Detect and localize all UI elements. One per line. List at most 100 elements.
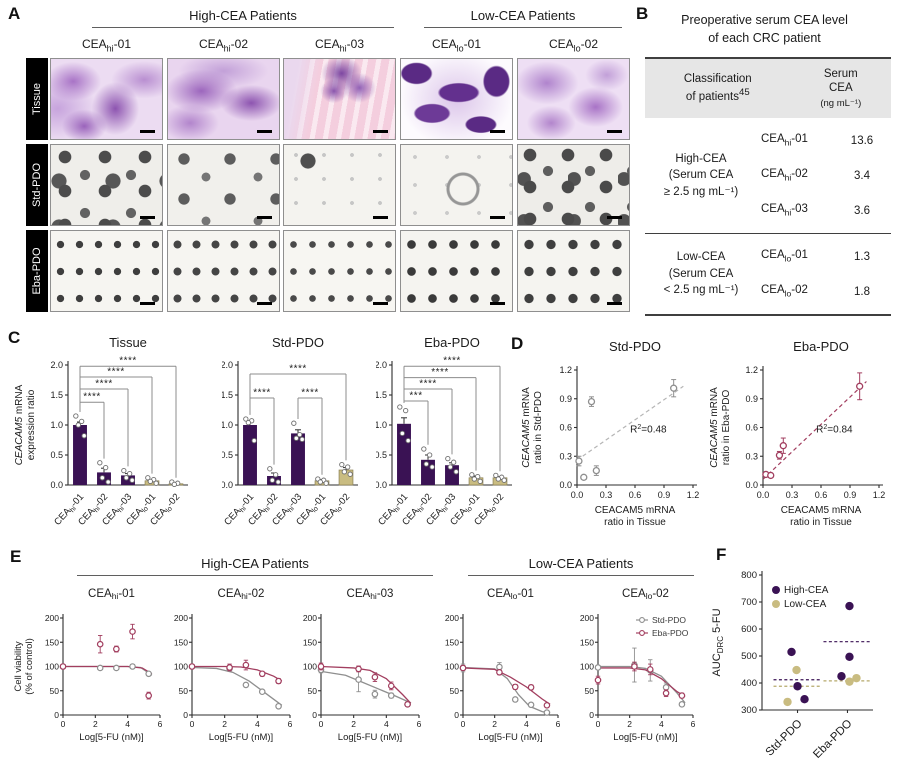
scatter-chart-eba-pdo: 0.0 0.3 0.6 0.9 1.2 0.0 0.3 0.6 0.9 1.2 R2=0.84 Eba… [705, 333, 895, 545]
panel-label-d: D [511, 334, 524, 353]
column-label-cea-hi-01: CEAhi-01 [81, 37, 132, 54]
svg-text:0.5: 0.5 [222, 450, 233, 460]
svg-text:0: 0 [61, 719, 66, 729]
tissue-micrograph-cea-hi-01 [50, 58, 163, 140]
svg-text:1.2: 1.2 [559, 365, 572, 375]
scatter-chart-std-pdo: 0.0 0.3 0.6 0.9 1.2 0.0 0.3 0.6 0.9 1.2 R2=0.48 Std… [517, 333, 705, 545]
svg-text:100: 100 [174, 662, 188, 672]
svg-text:R2=0.84: R2=0.84 [816, 424, 853, 436]
serum-cea-value: 13.6 [850, 134, 874, 147]
table-group-high-cea: High-CEA (Serum CEA ≥ 2.5 ng mL⁻¹) CEAhi… [645, 118, 891, 233]
svg-text:CEAlo-02: CEAlo-02 [622, 588, 669, 601]
table-header-row: Classification of patients45 Serum CEA (… [645, 57, 891, 119]
svg-text:6: 6 [417, 719, 422, 729]
svg-text:200: 200 [174, 613, 188, 623]
eba-pdo-micrograph-cea-hi-02 [167, 230, 280, 312]
svg-text:2: 2 [93, 719, 98, 729]
svg-text:****: **** [107, 367, 125, 378]
svg-text:0: 0 [461, 719, 466, 729]
svg-text:0.3: 0.3 [786, 490, 799, 500]
svg-text:4: 4 [384, 719, 389, 729]
svg-text:150: 150 [303, 637, 317, 647]
svg-text:0: 0 [454, 710, 459, 720]
svg-text:2.0: 2.0 [50, 360, 63, 370]
serum-cea-table-panel: Preoperative serum CEA level of each CRC … [633, 0, 896, 317]
svg-text:2: 2 [492, 719, 497, 729]
bar-chart-std-pdo: 0.0 0.5 1.0 1.5 2.0 **** **** **** Std-PDO CEAhi-… [220, 333, 374, 547]
svg-text:****: **** [83, 392, 101, 403]
dose-response-cea-hi-02: 0 2 4 6 0 50 100 150 200 CEAhi-02 Log[5-FU (nM)] [172, 583, 300, 758]
dose-response-cea-hi-03: 0 2 4 6 0 50 100 150 200 CEAhi-03 Log[5-FU (nM)] [300, 583, 428, 758]
svg-text:Log[5-FU (nM)]: Log[5-FU (nM)] [209, 732, 273, 743]
svg-text:Tissue: Tissue [109, 335, 147, 350]
serum-cea-value: 3.4 [854, 169, 870, 182]
svg-text:700: 700 [741, 597, 757, 608]
svg-text:0: 0 [190, 719, 195, 729]
tissue-micrograph-cea-lo-02 [517, 58, 630, 140]
row-label-tissue: Tissue [26, 58, 48, 140]
dose-response-cea-lo-02: 0 2 4 6 0 50 100 150 200 CEAlo-02 Log[5-FU (nM)] St… [575, 583, 710, 758]
svg-text:2: 2 [222, 719, 227, 729]
svg-text:High-CEA: High-CEA [784, 585, 829, 596]
svg-text:****: **** [443, 356, 461, 367]
svg-text:Log[5-FU (nM)]: Log[5-FU (nM)] [79, 732, 143, 743]
svg-text:100: 100 [45, 662, 59, 672]
svg-text:2: 2 [351, 719, 356, 729]
svg-text:Eba-PDO: Eba-PDO [811, 718, 854, 761]
svg-text:4: 4 [125, 719, 130, 729]
column-label-cea-hi-02: CEAhi-02 [198, 37, 249, 54]
column-label-cea-hi-03: CEAhi-03 [314, 37, 365, 54]
svg-text:Log[5-FU (nM)]: Log[5-FU (nM)] [478, 732, 542, 743]
serum-cea-value: 3.6 [854, 204, 870, 217]
svg-text:0.5: 0.5 [376, 450, 387, 460]
svg-text:0.0: 0.0 [559, 480, 572, 490]
patient-id: CEAhi-02 [761, 168, 808, 183]
patient-id: CEAlo-01 [761, 249, 808, 264]
svg-text:500: 500 [741, 651, 757, 662]
svg-text:0: 0 [54, 710, 59, 720]
std-pdo-micrograph-cea-hi-02 [167, 144, 280, 226]
bar-chart-tissue: 0.0 0.5 1.0 1.5 2.0 **** **** **** **** Tissue CEA… [8, 333, 220, 547]
svg-text:****: **** [119, 356, 137, 367]
svg-text:150: 150 [580, 637, 594, 647]
auc-dot-plot: 300 400 500 600 700 800 Std-PDO Eba-PDO High-CEA… [706, 556, 898, 768]
tissue-micrograph-cea-hi-03 [283, 58, 396, 140]
std-pdo-micrograph-cea-hi-01 [50, 144, 163, 226]
group-label-low-cea: Low-CEA (Serum CEA < 2.5 ng mL⁻¹) [663, 251, 739, 297]
svg-text:1.0: 1.0 [222, 420, 233, 430]
serum-cea-table: Classification of patients45 Serum CEA (… [645, 57, 891, 317]
svg-text:Cell viability: Cell viability [13, 641, 24, 691]
svg-text:0.3: 0.3 [559, 451, 572, 461]
svg-text:ratio in Eba-PDO: ratio in Eba-PDO [721, 389, 732, 465]
dose-response-cea-hi-01: 0 2 4 6 0 50 100 150 200 CEAhi-01 Log[5-FU (nM)] Ce… [10, 583, 170, 758]
svg-text:0: 0 [319, 719, 324, 729]
tissue-micrograph-cea-hi-02 [167, 58, 280, 140]
eba-pdo-micrograph-cea-lo-01 [400, 230, 513, 312]
svg-text:100: 100 [303, 662, 317, 672]
svg-text:600: 600 [741, 624, 757, 635]
svg-text:0.6: 0.6 [559, 423, 572, 433]
svg-text:0.9: 0.9 [559, 394, 572, 404]
svg-text:0.3: 0.3 [600, 490, 613, 500]
patient-id: CEAhi-03 [761, 203, 808, 218]
table-header-serum-cea: Serum CEA (ng mL⁻¹) [820, 68, 862, 109]
svg-text:300: 300 [741, 705, 757, 716]
row-label-std-pdo: Std-PDO [26, 144, 48, 226]
serum-cea-value: 1.8 [854, 285, 870, 298]
group-header-low-cea: Low-CEA Patients [424, 8, 622, 28]
patient-id: CEAlo-02 [761, 284, 808, 299]
svg-text:ratio in Std-PDO: ratio in Std-PDO [533, 391, 544, 464]
eba-pdo-micrograph-cea-lo-02 [517, 230, 630, 312]
svg-text:0.9: 0.9 [844, 490, 857, 500]
svg-text:4: 4 [659, 719, 664, 729]
svg-text:50: 50 [50, 686, 60, 696]
column-label-cea-lo-01: CEAlo-01 [431, 37, 482, 54]
svg-text:200: 200 [445, 613, 459, 623]
svg-text:Log[5-FU (nM)]: Log[5-FU (nM)] [613, 732, 677, 743]
svg-text:CEACAM5 mRNA: CEACAM5 mRNA [14, 384, 25, 465]
panel-label-a: A [8, 4, 21, 23]
panel-label-e: E [10, 547, 22, 566]
svg-text:Std-PDO: Std-PDO [272, 335, 324, 350]
bar-chart-eba-pdo: 0.0 0.5 1.0 1.5 2.0 *** **** **** **** Eba-PDO CEA… [374, 333, 528, 547]
svg-text:2: 2 [627, 719, 632, 729]
